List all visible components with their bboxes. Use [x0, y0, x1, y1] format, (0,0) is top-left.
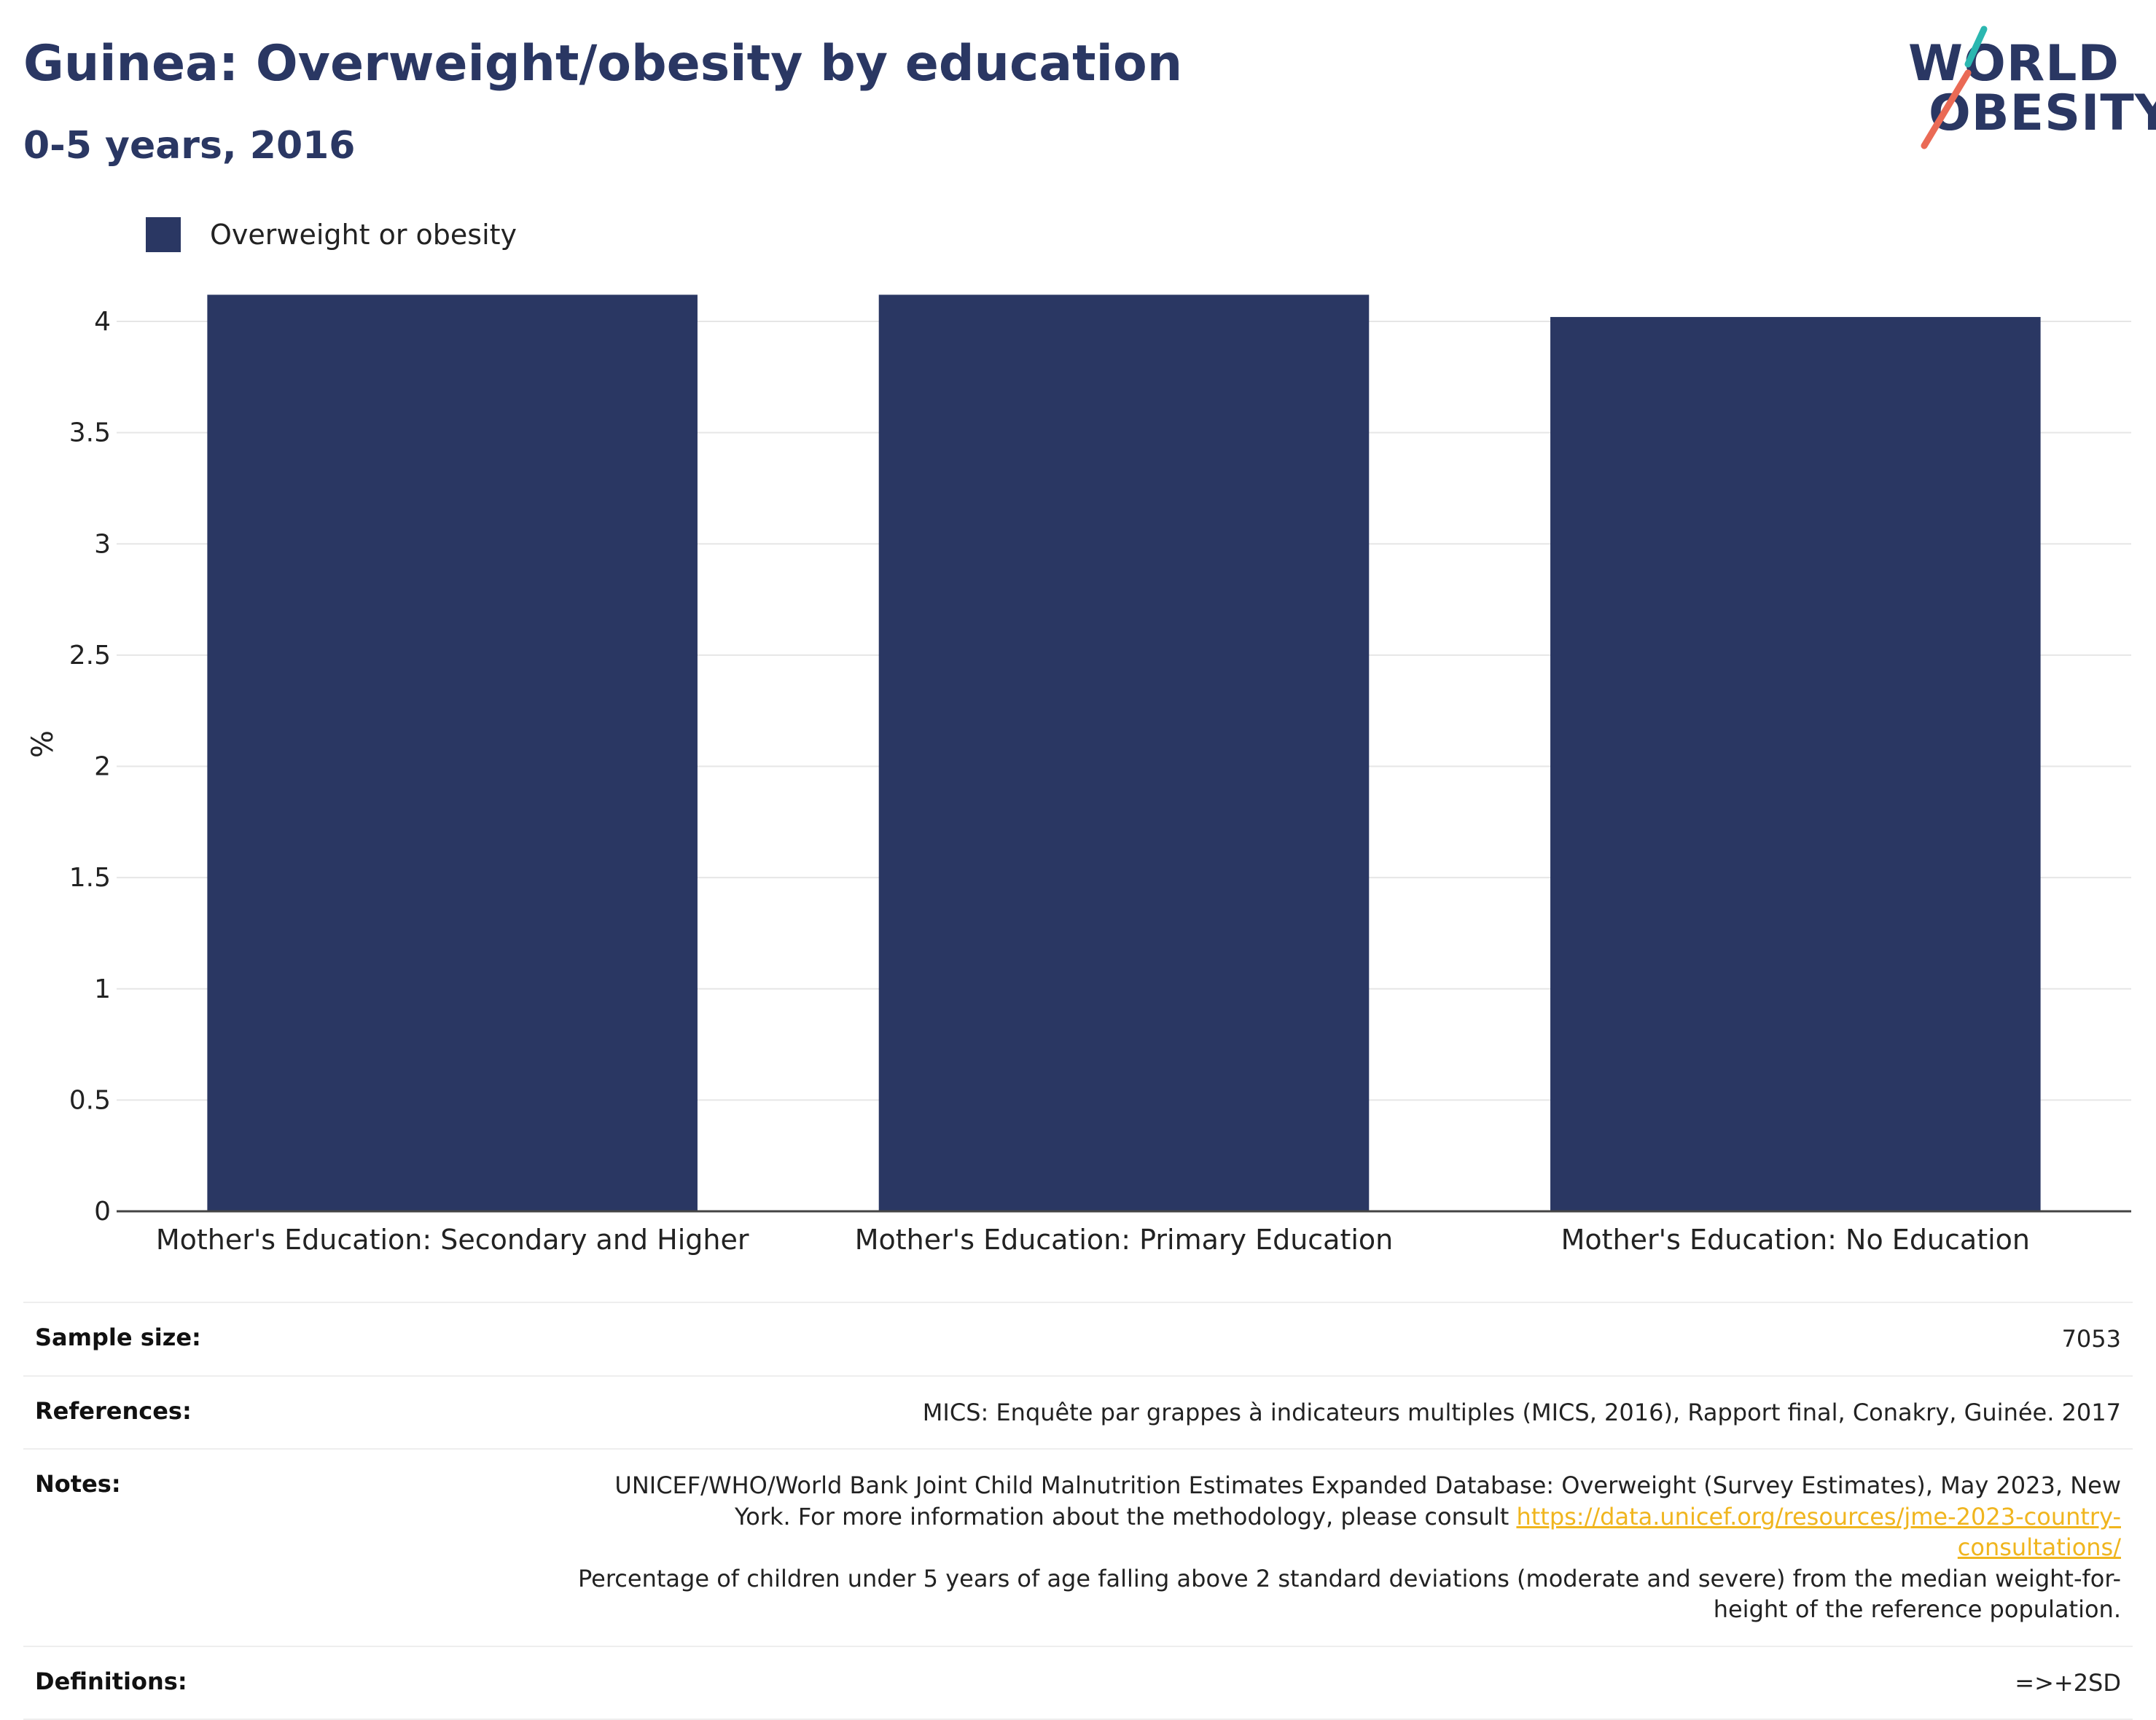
definitions-label: Definitions: [35, 1667, 187, 1695]
y-tick-label: 3 [94, 529, 111, 559]
y-tick-label: 3.5 [69, 418, 111, 448]
chart-title: Guinea: Overweight/obesity by education [23, 35, 1183, 93]
notes-text: UNICEF/WHO/World Bank Joint Child Malnut… [614, 1471, 2121, 1531]
bar-chart: 0 0.5 1 1.5 2 2.5 3 3.5 4 Mother's Education: Sec… [26, 294, 2131, 1256]
definitions-row: Definitions: =>+2SD [23, 1647, 2133, 1720]
x-tick-label: Mother's Education: No Education [1561, 1224, 2030, 1256]
bar [207, 294, 698, 1211]
sample-size-value: 7053 [2061, 1325, 2121, 1353]
logo-word-world: WORLD [1908, 35, 2120, 93]
y-tick-label: 1 [94, 974, 111, 1004]
y-tick-label: 4 [94, 307, 111, 337]
notes-label: Notes: [35, 1470, 121, 1498]
notes-definition-text: Percentage of children under 5 years of … [578, 1564, 2121, 1624]
references-row: References: MICS: Enquête par grappes à … [23, 1377, 2133, 1450]
x-tick-label: Mother's Education: Secondary and Higher [156, 1224, 749, 1256]
y-tick-label: 2.5 [69, 641, 111, 671]
bar [878, 294, 1370, 1211]
definitions-value: =>+2SD [2015, 1668, 2121, 1697]
y-tick-label: 0 [94, 1197, 111, 1227]
x-tick-label: Mother's Education: Primary Education [855, 1224, 1394, 1256]
y-tick-label: 1.5 [69, 863, 111, 893]
notes-value: UNICEF/WHO/World Bank Joint Child Malnut… [576, 1470, 2121, 1625]
notes-row: Notes: UNICEF/WHO/World Bank Joint Child… [23, 1450, 2133, 1647]
y-tick-label: 0.5 [69, 1085, 111, 1115]
chart-subtitle: 0-5 years, 2016 [23, 124, 356, 168]
chart-legend: Overweight or obesity [146, 217, 517, 252]
logo-word-obesity: OBESITY [1929, 85, 2156, 142]
legend-swatch [146, 217, 181, 252]
references-value: MICS: Enquête par grappes à indicateurs … [922, 1398, 2121, 1426]
legend-label: Overweight or obesity [210, 219, 517, 251]
sample-size-row: Sample size: 7053 [23, 1303, 2133, 1377]
methodology-link[interactable]: https://data.unicef.org/resources/jme-20… [1516, 1502, 2121, 1562]
bar [1550, 316, 2041, 1211]
references-label: References: [35, 1396, 192, 1425]
logo-slash-icon [1921, 26, 1988, 149]
world-obesity-logo: WORLD OBESITY [1902, 22, 2156, 153]
sample-size-label: Sample size: [35, 1324, 201, 1351]
y-axis-label: % [26, 730, 60, 758]
y-tick-label: 2 [94, 752, 111, 782]
info-table: Sample size: 7053 References: MICS: Enqu… [23, 1302, 2133, 1720]
